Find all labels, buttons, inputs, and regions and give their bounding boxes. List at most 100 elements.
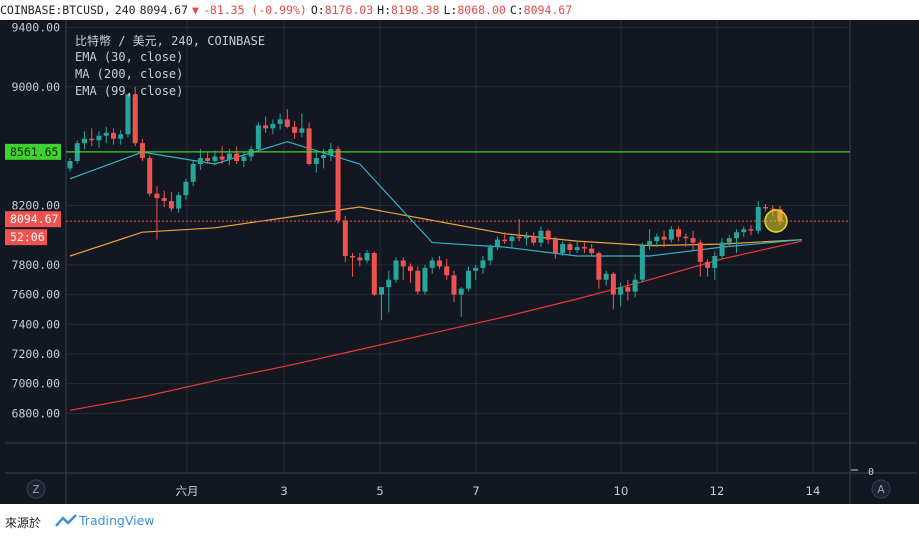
candle-body[interactable]	[712, 255, 718, 268]
candle-body[interactable]	[321, 155, 327, 159]
price-chart[interactable]: 9400.00 9000.00 8200.00 7800.00 7600.00 7400.…	[0, 20, 919, 504]
candle-body[interactable]	[263, 125, 269, 129]
candle-body[interactable]	[596, 253, 602, 280]
candle-body[interactable]	[690, 238, 696, 243]
candle-body[interactable]	[741, 229, 747, 233]
chart-legend-title[interactable]: 比特幣 / 美元, 240, COINBASE	[75, 34, 266, 48]
candle-body[interactable]	[647, 241, 653, 246]
candle-body[interactable]	[277, 119, 283, 124]
candle-body[interactable]	[96, 135, 102, 141]
candle-body[interactable]	[567, 244, 573, 251]
candle-body[interactable]	[168, 201, 174, 209]
candle-body[interactable]	[465, 270, 471, 289]
candle-body[interactable]	[183, 181, 189, 196]
symbol-name[interactable]: COINBASE:BTCUSD,	[0, 3, 111, 17]
auto-scale-z-button[interactable]: Z	[26, 479, 46, 499]
candle-body[interactable]	[103, 132, 109, 136]
candle-body[interactable]	[676, 229, 682, 237]
candle-body[interactable]	[248, 149, 254, 157]
candle-body[interactable]	[89, 138, 95, 141]
candle-body[interactable]	[212, 156, 218, 161]
candle-body[interactable]	[306, 128, 312, 164]
candle-body[interactable]	[284, 119, 290, 127]
candle-body[interactable]	[502, 239, 508, 242]
candle-body[interactable]	[770, 208, 776, 210]
candle-body[interactable]	[110, 132, 116, 139]
candle-body[interactable]	[205, 158, 211, 161]
candle-body[interactable]	[755, 207, 761, 231]
candle-body[interactable]	[545, 230, 551, 240]
candle-body[interactable]	[509, 236, 515, 242]
tradingview-link[interactable]: TradingView	[79, 513, 155, 528]
candle-body[interactable]	[400, 260, 406, 267]
candle-body[interactable]	[668, 229, 674, 240]
tradingview-logo-icon[interactable]	[55, 514, 77, 528]
candle-body[interactable]	[458, 288, 464, 295]
candle-body[interactable]	[726, 238, 732, 243]
candle-body[interactable]	[516, 236, 522, 239]
candle-body[interactable]	[581, 247, 587, 249]
candle-body[interactable]	[350, 255, 356, 258]
candle-body[interactable]	[379, 287, 385, 295]
candle-body[interactable]	[748, 229, 754, 231]
candle-body[interactable]	[118, 134, 124, 139]
candle-body[interactable]	[625, 287, 631, 292]
candle-body[interactable]	[603, 273, 609, 280]
candle-body[interactable]	[255, 125, 261, 150]
candle-body[interactable]	[190, 163, 196, 182]
candle-body[interactable]	[763, 207, 769, 209]
auto-scale-a-button[interactable]: A	[871, 479, 891, 499]
chart-area[interactable]: 9400.00 9000.00 8200.00 7800.00 7600.00 7400.…	[0, 20, 919, 504]
candle-body[interactable]	[734, 232, 740, 239]
candle-body[interactable]	[357, 257, 363, 261]
candle-body[interactable]	[480, 260, 486, 268]
candle-body[interactable]	[444, 266, 450, 276]
candle-body[interactable]	[523, 236, 529, 239]
candle-body[interactable]	[560, 244, 566, 254]
candle-body[interactable]	[494, 239, 500, 248]
candle-body[interactable]	[538, 230, 544, 243]
candle-body[interactable]	[393, 260, 399, 280]
candle-body[interactable]	[697, 242, 703, 262]
legend-ma200[interactable]: MA (200, close)	[75, 67, 184, 81]
candle-body[interactable]	[313, 158, 319, 164]
auto-scale-z-button-label[interactable]: Z	[32, 484, 39, 496]
candle-body[interactable]	[147, 158, 153, 194]
candle-body[interactable]	[451, 275, 457, 295]
candle-body[interactable]	[436, 260, 442, 267]
candle-body[interactable]	[589, 248, 595, 254]
candle-body[interactable]	[632, 279, 638, 292]
legend-ema99[interactable]: EMA (99, close)	[75, 84, 184, 98]
candle-body[interactable]	[618, 287, 624, 295]
candle-body[interactable]	[234, 153, 240, 161]
candle-body[interactable]	[422, 267, 428, 292]
candle-body[interactable]	[219, 156, 225, 160]
candle-body[interactable]	[473, 267, 479, 271]
legend-ema30[interactable]: EMA (30, close)	[75, 50, 184, 64]
candle-body[interactable]	[241, 156, 247, 161]
candle-body[interactable]	[531, 236, 537, 243]
candle-body[interactable]	[364, 253, 370, 261]
candle-body[interactable]	[654, 236, 660, 242]
candle-body[interactable]	[161, 198, 167, 202]
candle-body[interactable]	[292, 126, 298, 133]
candle-body[interactable]	[705, 261, 711, 268]
candle-body[interactable]	[226, 153, 232, 160]
candle-body[interactable]	[552, 239, 558, 254]
candle-body[interactable]	[574, 247, 580, 251]
candle-body[interactable]	[719, 242, 725, 256]
candle-body[interactable]	[154, 193, 160, 199]
interval-label[interactable]: 240	[114, 3, 136, 17]
candle-body[interactable]	[132, 94, 138, 144]
candle-body[interactable]	[67, 161, 73, 169]
candle-body[interactable]	[125, 94, 131, 135]
candle-body[interactable]	[270, 123, 276, 129]
candle-body[interactable]	[299, 128, 305, 133]
candle-body[interactable]	[197, 158, 203, 164]
candle-body[interactable]	[661, 236, 667, 240]
auto-scale-z-button-bg[interactable]	[26, 479, 46, 499]
candle-body[interactable]	[386, 279, 392, 288]
candle-body[interactable]	[176, 195, 182, 209]
auto-scale-a-button-bg[interactable]	[871, 479, 891, 499]
candle-body[interactable]	[139, 143, 145, 159]
